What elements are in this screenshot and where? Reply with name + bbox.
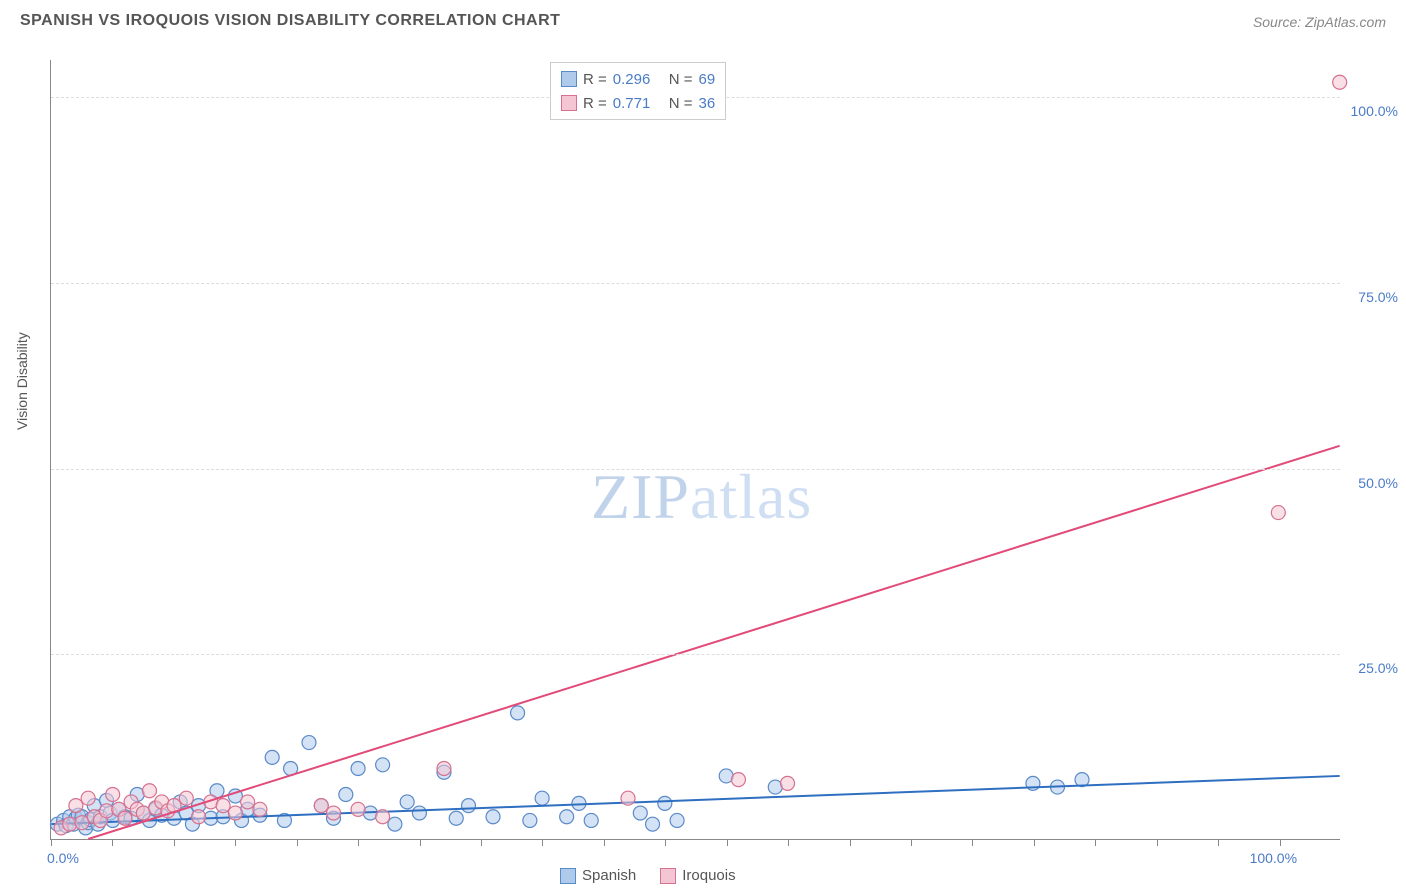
x-tick: [788, 839, 789, 846]
data-point: [376, 810, 390, 824]
data-point: [69, 799, 83, 813]
data-point: [253, 802, 267, 816]
x-tick-label: 100.0%: [1250, 850, 1297, 866]
data-point: [81, 791, 95, 805]
x-tick: [850, 839, 851, 846]
plot-svg: [51, 60, 1340, 839]
x-tick: [235, 839, 236, 846]
x-tick: [1157, 839, 1158, 846]
plot-area: ZIPatlas 25.0%50.0%75.0%100.0%0.0%100.0%: [50, 60, 1340, 840]
data-point: [314, 799, 328, 813]
data-point: [351, 802, 365, 816]
legend-series-label: Spanish: [582, 867, 636, 884]
x-tick: [51, 839, 52, 846]
x-tick: [1095, 839, 1096, 846]
y-tick-label: 50.0%: [1358, 475, 1398, 491]
legend-series-item: Spanish: [560, 867, 636, 884]
data-point: [302, 736, 316, 750]
y-tick-label: 25.0%: [1358, 660, 1398, 676]
data-point: [216, 799, 230, 813]
legend-n-value: 69: [699, 71, 716, 88]
data-point: [376, 758, 390, 772]
data-point: [412, 806, 426, 820]
data-point: [265, 750, 279, 764]
legend-row: R = 0.771 N = 36: [561, 91, 715, 115]
data-point: [339, 787, 353, 801]
legend-r-label: R =: [583, 95, 607, 112]
data-point: [781, 776, 795, 790]
x-tick: [727, 839, 728, 846]
legend-r-label: R =: [583, 71, 607, 88]
legend-series-label: Iroquois: [682, 867, 735, 884]
data-point: [670, 813, 684, 827]
data-point: [351, 762, 365, 776]
data-point: [486, 810, 500, 824]
x-tick-label: 0.0%: [47, 850, 79, 866]
data-point: [106, 787, 120, 801]
legend-swatch: [561, 71, 577, 87]
data-point: [646, 817, 660, 831]
data-point: [179, 791, 193, 805]
gridline: [51, 283, 1340, 284]
x-tick: [481, 839, 482, 846]
data-point: [731, 773, 745, 787]
legend-n-label: N =: [669, 71, 693, 88]
data-point: [584, 813, 598, 827]
legend-series-item: Iroquois: [660, 867, 735, 884]
x-tick: [1280, 839, 1281, 846]
data-point: [621, 791, 635, 805]
legend-r-value: 0.771: [613, 95, 663, 112]
data-point: [142, 784, 156, 798]
data-point: [1271, 506, 1285, 520]
data-point: [400, 795, 414, 809]
legend-correlation: R = 0.296 N = 69 R = 0.771 N = 36: [550, 62, 726, 120]
data-point: [192, 810, 206, 824]
y-tick-label: 100.0%: [1351, 103, 1398, 119]
legend-n-label: N =: [669, 95, 693, 112]
gridline: [51, 654, 1340, 655]
legend-row: R = 0.296 N = 69: [561, 67, 715, 91]
regression-line: [88, 446, 1340, 839]
data-point: [633, 806, 647, 820]
x-tick: [1218, 839, 1219, 846]
data-point: [560, 810, 574, 824]
legend-r-value: 0.296: [613, 71, 663, 88]
gridline: [51, 469, 1340, 470]
data-point: [523, 813, 537, 827]
x-tick: [358, 839, 359, 846]
chart-title: SPANISH VS IROQUOIS VISION DISABILITY CO…: [20, 12, 560, 30]
data-point: [511, 706, 525, 720]
data-point: [228, 806, 242, 820]
data-point: [241, 795, 255, 809]
y-tick-label: 75.0%: [1358, 289, 1398, 305]
x-tick: [297, 839, 298, 846]
x-tick: [112, 839, 113, 846]
data-point: [535, 791, 549, 805]
data-point: [449, 811, 463, 825]
data-point: [462, 799, 476, 813]
chart-container: SPANISH VS IROQUOIS VISION DISABILITY CO…: [0, 0, 1406, 892]
data-point: [118, 811, 132, 825]
legend-swatch: [561, 95, 577, 111]
x-tick: [604, 839, 605, 846]
legend-series: Spanish Iroquois: [560, 867, 736, 884]
data-point: [437, 762, 451, 776]
x-tick: [665, 839, 666, 846]
data-point: [327, 806, 341, 820]
legend-swatch: [560, 868, 576, 884]
data-point: [388, 817, 402, 831]
x-tick: [420, 839, 421, 846]
x-tick: [972, 839, 973, 846]
legend-n-value: 36: [699, 95, 716, 112]
source-label: Source: ZipAtlas.com: [1253, 14, 1386, 30]
x-tick: [174, 839, 175, 846]
data-point: [658, 796, 672, 810]
x-tick: [1034, 839, 1035, 846]
x-tick: [542, 839, 543, 846]
y-axis-label: Vision Disability: [14, 332, 30, 430]
x-tick: [911, 839, 912, 846]
data-point: [1333, 75, 1347, 89]
legend-swatch: [660, 868, 676, 884]
